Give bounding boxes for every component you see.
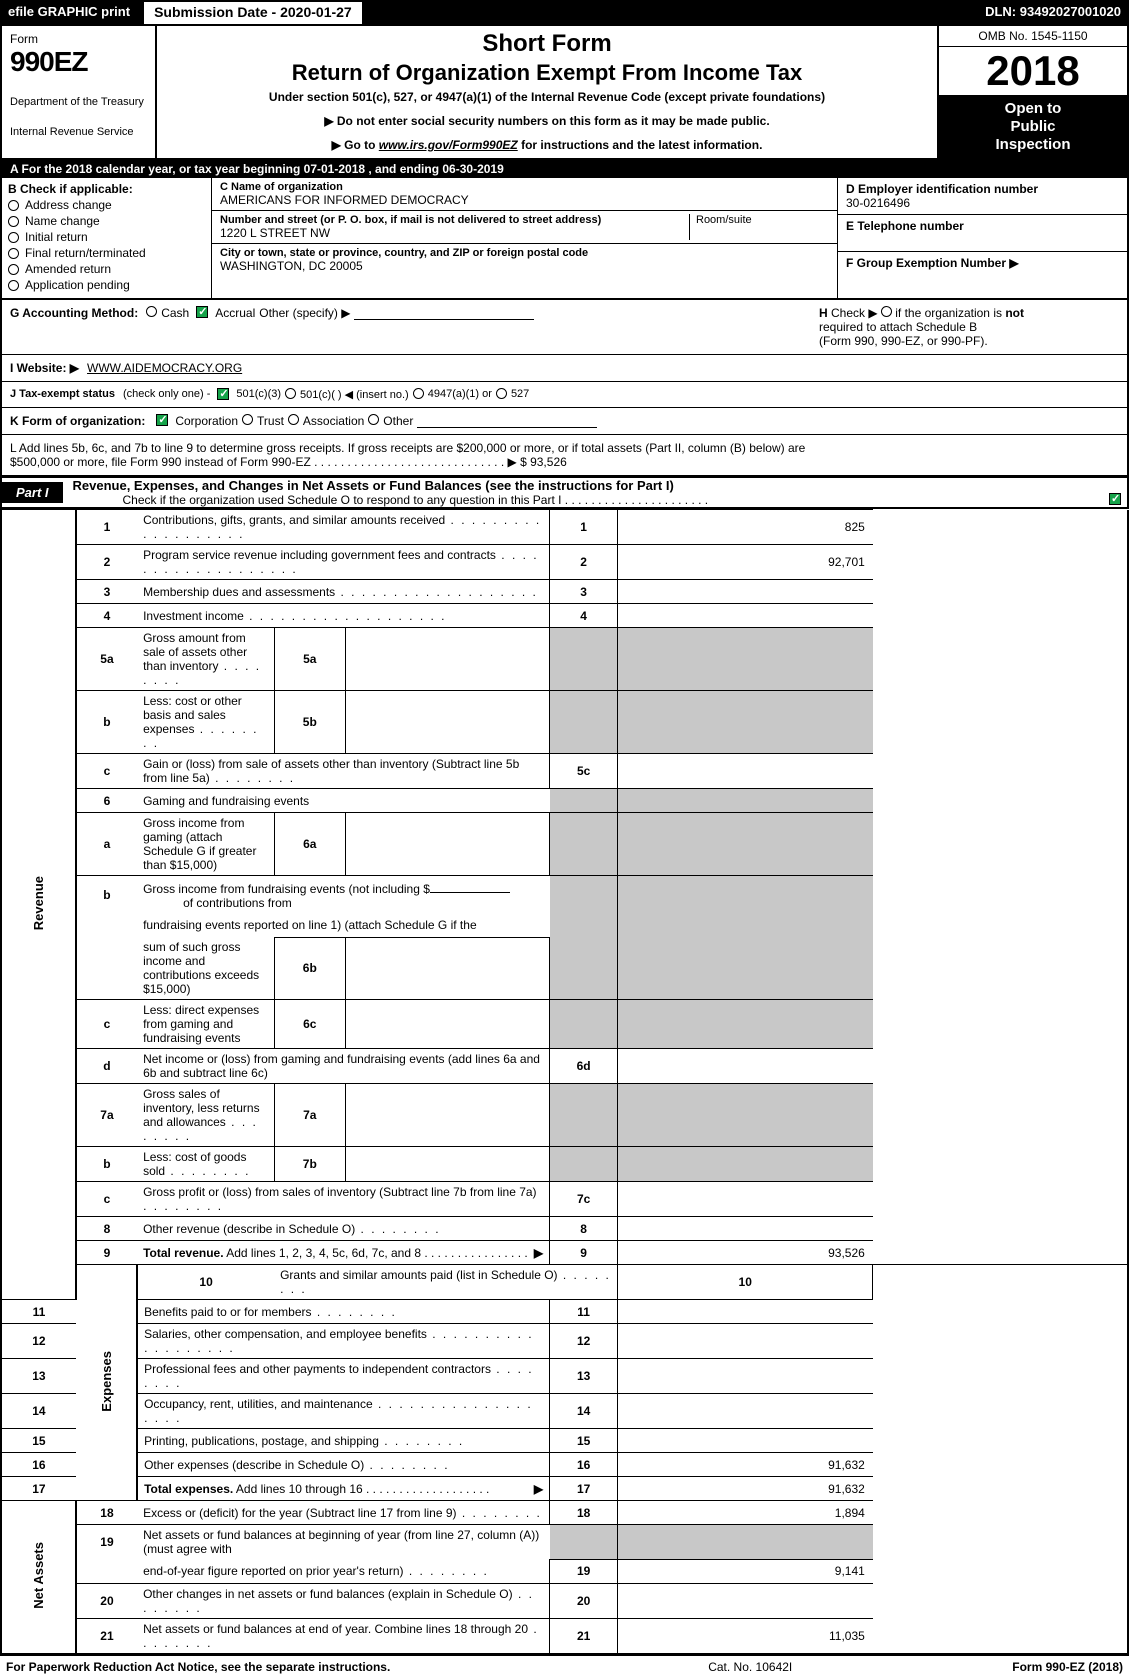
submission-date: Submission Date - 2020-01-27 <box>142 0 364 26</box>
row-18: Net Assets 18 Excess or (deficit) for th… <box>1 1501 1128 1525</box>
row-14: 14 Occupancy, rent, utilities, and maint… <box>1 1394 1128 1429</box>
cb-application-pending[interactable]: Application pending <box>8 278 205 292</box>
row-20: 20 Other changes in net assets or fund b… <box>1 1583 1128 1618</box>
row-5c: c Gain or (loss) from sale of assets oth… <box>1 754 1128 789</box>
form-title-box: Short Form Return of Organization Exempt… <box>157 26 937 158</box>
cb-name-change[interactable]: Name change <box>8 214 205 228</box>
row-19a: 19 Net assets or fund balances at beginn… <box>1 1525 1128 1560</box>
row-13: 13 Professional fees and other payments … <box>1 1359 1128 1394</box>
inspection-badge: Open to Public Inspection <box>939 96 1127 158</box>
row-6d: d Net income or (loss) from gaming and f… <box>1 1049 1128 1084</box>
row-1: Revenue 1 Contributions, gifts, grants, … <box>1 510 1128 545</box>
row-6: 6 Gaming and fundraising events <box>1 789 1128 813</box>
row-8: 8 Other revenue (describe in Schedule O)… <box>1 1217 1128 1241</box>
revenue-side-label: Revenue <box>1 510 76 1300</box>
row-5b: b Less: cost or other basis and sales ex… <box>1 691 1128 754</box>
row-10: Expenses 10 Grants and similar amounts p… <box>1 1265 1128 1300</box>
tax-year-strip: A For the 2018 calendar year, or tax yea… <box>0 160 1129 178</box>
dln: DLN: 93492027001020 <box>977 0 1129 26</box>
page-footer: For Paperwork Reduction Act Notice, see … <box>0 1655 1129 1678</box>
row-9: 9 Total revenue. Add lines 1, 2, 3, 4, 5… <box>1 1241 1128 1265</box>
cb-no-sched-b[interactable] <box>881 306 892 317</box>
row-i: I Website: ▶ WWW.AIDEMOCRACY.ORG <box>2 355 1127 382</box>
section-c: C Name of organization AMERICANS FOR INF… <box>212 178 837 298</box>
row-15: 15 Printing, publications, postage, and … <box>1 1429 1128 1453</box>
row-6b-2: fundraising events reported on line 1) (… <box>1 913 1128 937</box>
row-3: 3 Membership dues and assessments 3 <box>1 580 1128 604</box>
cb-initial-return[interactable]: Initial return <box>8 230 205 244</box>
row-6a: a Gross income from gaming (attach Sched… <box>1 813 1128 876</box>
efile-label: efile GRAPHIC print <box>0 0 138 26</box>
cb-cash[interactable] <box>146 306 157 317</box>
form-header: Form 990EZ Department of the Treasury In… <box>0 26 1129 160</box>
netassets-side-label: Net Assets <box>1 1501 76 1654</box>
irs-link[interactable]: www.irs.gov/Form990EZ <box>379 138 518 152</box>
row-k: K Form of organization: Corporation Trus… <box>2 408 1127 435</box>
row-j: J Tax-exempt status (check only one) - 5… <box>2 382 1127 408</box>
row-7c: c Gross profit or (loss) from sales of i… <box>1 1182 1128 1217</box>
row-4: 4 Investment income 4 <box>1 604 1128 628</box>
row-11: 11 Benefits paid to or for members 11 <box>1 1300 1128 1324</box>
row-6b-1: b Gross income from fundraising events (… <box>1 876 1128 914</box>
form-id-box: Form 990EZ Department of the Treasury In… <box>2 26 157 158</box>
row-l: L Add lines 5b, 6c, and 7b to line 9 to … <box>2 435 1127 477</box>
section-def: D Employer identification number 30-0216… <box>837 178 1127 298</box>
cb-amended-return[interactable]: Amended return <box>8 262 205 276</box>
row-21: 21 Net assets or fund balances at end of… <box>1 1618 1128 1654</box>
section-h: H Check ▶ if the organization is not req… <box>819 306 1119 348</box>
cb-address-change[interactable]: Address change <box>8 198 205 212</box>
row-12: 12 Salaries, other compensation, and emp… <box>1 1324 1128 1359</box>
row-6c: c Less: direct expenses from gaming and … <box>1 1000 1128 1049</box>
row-6b-3: sum of such gross income and contributio… <box>1 937 1128 1000</box>
meta-block: G Accounting Method: Cash Accrual Other … <box>0 300 1129 477</box>
cb-501c3[interactable] <box>217 388 229 400</box>
row-g-h: G Accounting Method: Cash Accrual Other … <box>2 300 1127 355</box>
part1-header: Part I Revenue, Expenses, and Changes in… <box>0 477 1129 509</box>
part1-table: Revenue 1 Contributions, gifts, grants, … <box>0 509 1129 1655</box>
row-19b: end-of-year figure reported on prior yea… <box>1 1559 1128 1583</box>
website-link[interactable]: WWW.AIDEMOCRACY.ORG <box>87 361 242 375</box>
form-990ez-page: efile GRAPHIC print Submission Date - 20… <box>0 0 1129 1678</box>
group-exemption-box: F Group Exemption Number ▶ <box>838 252 1127 274</box>
row-7b: b Less: cost of goods sold 7b <box>1 1147 1128 1182</box>
row-2: 2 Program service revenue including gove… <box>1 545 1128 580</box>
room-suite: Room/suite <box>689 214 829 240</box>
ein-box: D Employer identification number 30-0216… <box>838 178 1127 215</box>
form-year-box: OMB No. 1545-1150 2018 Open to Public In… <box>937 26 1127 158</box>
identity-block: B Check if applicable: Address change Na… <box>0 178 1129 300</box>
telephone-box: E Telephone number <box>838 215 1127 252</box>
row-5a: 5a Gross amount from sale of assets othe… <box>1 628 1128 691</box>
row-7a: 7a Gross sales of inventory, less return… <box>1 1084 1128 1147</box>
section-b: B Check if applicable: Address change Na… <box>2 178 212 298</box>
row-17: 17 Total expenses. Add lines 10 through … <box>1 1477 1128 1501</box>
cb-corp[interactable] <box>156 414 168 426</box>
cb-final-return[interactable]: Final return/terminated <box>8 246 205 260</box>
row-16: 16 Other expenses (describe in Schedule … <box>1 1453 1128 1477</box>
cb-part1-sched-o[interactable] <box>1109 493 1121 505</box>
cb-accrual[interactable] <box>196 306 208 318</box>
top-bar: efile GRAPHIC print Submission Date - 20… <box>0 0 1129 26</box>
expenses-side-label: Expenses <box>76 1265 137 1501</box>
irs-link-line: ▶ Go to www.irs.gov/Form990EZ for instru… <box>167 138 927 152</box>
